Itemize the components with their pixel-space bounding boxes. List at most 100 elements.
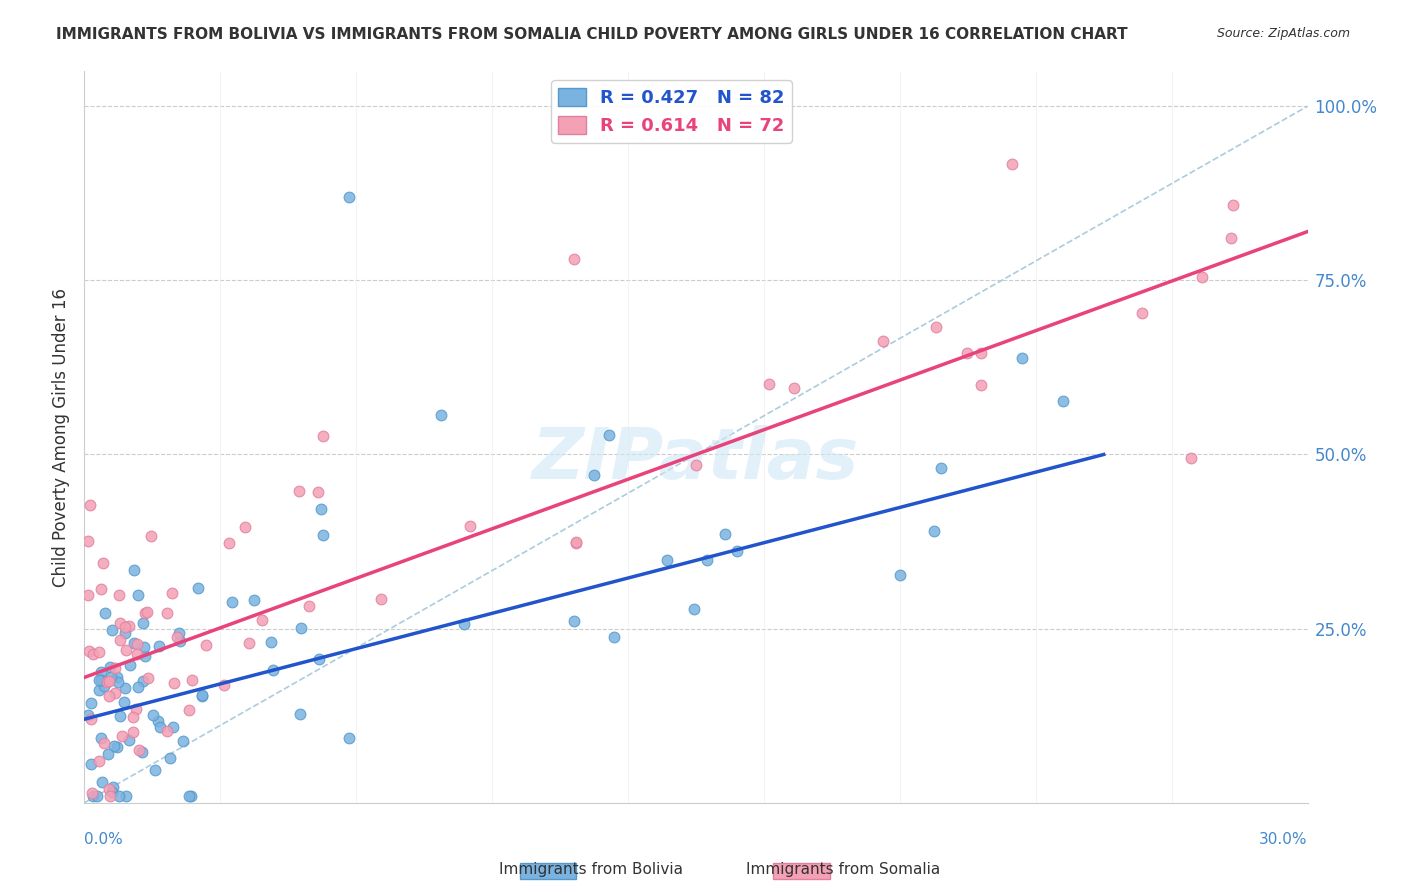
Immigrants from Somalia <box>125 702 148 716</box>
Immigrants from Bolivia <box>142 708 165 723</box>
Immigrants from Bolivia <box>453 616 475 631</box>
Immigrants from Bolivia <box>288 707 311 722</box>
Immigrants from Somalia <box>107 589 129 603</box>
Immigrants from Bolivia <box>309 502 332 516</box>
Immigrants from Somalia <box>125 648 148 662</box>
Immigrants from Bolivia <box>100 785 122 799</box>
Immigrants from Somalia <box>98 674 121 689</box>
Immigrants from Somalia <box>82 786 104 800</box>
Immigrants from Bolivia <box>243 592 266 607</box>
Immigrants from Somalia <box>925 319 948 334</box>
Immigrants from Bolivia <box>922 524 945 538</box>
Immigrants from Bolivia <box>82 789 104 803</box>
Immigrants from Bolivia <box>105 739 128 754</box>
Immigrants from Somalia <box>139 529 162 543</box>
Immigrants from Bolivia <box>714 526 737 541</box>
Immigrants from Bolivia <box>180 789 202 803</box>
Immigrants from Somalia <box>80 712 103 726</box>
Immigrants from Bolivia <box>308 652 330 666</box>
Immigrants from Bolivia <box>80 696 103 710</box>
Immigrants from Bolivia <box>1052 394 1074 409</box>
Immigrants from Somalia <box>166 630 188 644</box>
Immigrants from Somalia <box>98 690 121 704</box>
Immigrants from Somalia <box>156 723 179 738</box>
Immigrants from Somalia <box>77 588 100 602</box>
Immigrants from Somalia <box>565 535 588 549</box>
Immigrants from Bolivia <box>598 428 620 442</box>
Immigrants from Bolivia <box>105 670 128 684</box>
Immigrants from Somalia <box>562 252 585 267</box>
Immigrants from Somalia <box>98 789 121 803</box>
Immigrants from Bolivia <box>98 660 121 674</box>
Immigrants from Somalia <box>87 645 110 659</box>
Immigrants from Somalia <box>93 736 115 750</box>
Immigrants from Somalia <box>97 782 120 797</box>
Immigrants from Bolivia <box>311 528 333 542</box>
Immigrants from Somalia <box>1001 157 1024 171</box>
Text: 0.0%: 0.0% <box>84 832 124 847</box>
Immigrants from Somalia <box>89 754 111 768</box>
Immigrants from Somalia <box>156 606 179 620</box>
Immigrants from Somalia <box>1191 269 1213 284</box>
Immigrants from Bolivia <box>77 708 100 723</box>
Immigrants from Bolivia <box>127 680 149 694</box>
Immigrants from Somalia <box>111 729 134 743</box>
Immigrants from Bolivia <box>115 789 138 803</box>
Immigrants from Somalia <box>108 616 131 631</box>
Immigrants from Somalia <box>96 675 118 690</box>
Immigrants from Bolivia <box>221 595 243 609</box>
Immigrants from Bolivia <box>93 680 115 694</box>
Immigrants from Bolivia <box>101 780 124 794</box>
Immigrants from Bolivia <box>120 657 142 672</box>
Immigrants from Somalia <box>565 534 588 549</box>
Immigrants from Bolivia <box>429 408 451 422</box>
Immigrants from Bolivia <box>103 739 125 754</box>
Immigrants from Somalia <box>90 582 112 596</box>
Immigrants from Bolivia <box>122 636 145 650</box>
Immigrants from Somalia <box>104 661 127 675</box>
Immigrants from Somalia <box>685 458 707 472</box>
Immigrants from Bolivia <box>93 606 115 620</box>
Immigrants from Somalia <box>288 484 311 499</box>
Immigrants from Bolivia <box>101 623 124 637</box>
Immigrants from Bolivia <box>114 626 136 640</box>
Immigrants from Somalia <box>134 606 156 620</box>
Immigrants from Bolivia <box>148 714 170 729</box>
Immigrants from Somalia <box>1219 230 1241 244</box>
Immigrants from Bolivia <box>108 709 131 723</box>
Immigrants from Bolivia <box>191 688 214 702</box>
Immigrants from Bolivia <box>889 567 911 582</box>
Immigrants from Bolivia <box>562 614 585 628</box>
Immigrants from Bolivia <box>90 665 112 679</box>
Immigrants from Bolivia <box>582 467 605 482</box>
Immigrants from Bolivia <box>262 664 284 678</box>
Immigrants from Bolivia <box>108 789 131 803</box>
Immigrants from Bolivia <box>114 681 136 696</box>
Immigrants from Bolivia <box>89 682 111 697</box>
Immigrants from Somalia <box>782 381 804 395</box>
Immigrants from Somalia <box>312 429 335 443</box>
Immigrants from Somalia <box>872 334 894 348</box>
Immigrants from Somalia <box>233 519 256 533</box>
Immigrants from Somalia <box>125 637 148 651</box>
Immigrants from Somalia <box>218 535 240 549</box>
Immigrants from Bolivia <box>603 631 626 645</box>
Immigrants from Bolivia <box>80 756 103 771</box>
Immigrants from Bolivia <box>143 764 166 778</box>
Text: Immigrants from Bolivia: Immigrants from Bolivia <box>499 863 682 877</box>
Immigrants from Somalia <box>108 633 131 648</box>
Immigrants from Somalia <box>1180 451 1202 466</box>
Immigrants from Somalia <box>79 498 101 512</box>
Immigrants from Somalia <box>194 638 217 652</box>
Immigrants from Bolivia <box>131 674 153 689</box>
Immigrants from Somalia <box>121 725 143 739</box>
Immigrants from Bolivia <box>132 640 155 655</box>
Immigrants from Bolivia <box>86 789 108 803</box>
Immigrants from Somalia <box>104 686 127 700</box>
Immigrants from Bolivia <box>725 544 748 558</box>
Immigrants from Bolivia <box>148 640 170 654</box>
Immigrants from Bolivia <box>167 626 190 640</box>
Immigrants from Somalia <box>163 676 186 690</box>
Immigrants from Somalia <box>1222 198 1244 212</box>
Y-axis label: Child Poverty Among Girls Under 16: Child Poverty Among Girls Under 16 <box>52 287 70 587</box>
